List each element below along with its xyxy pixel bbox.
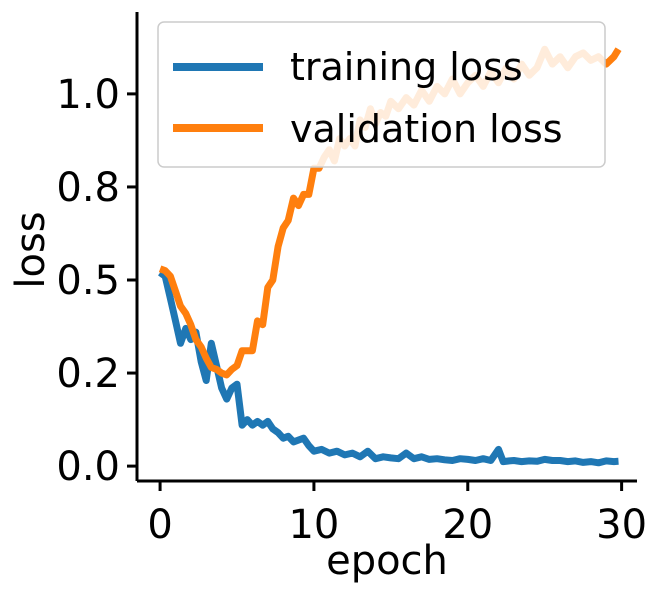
x-tick-label: 0 [147, 502, 172, 548]
y-tick-label: 0.8 [56, 165, 120, 211]
y-tick-label: 0.2 [56, 351, 120, 397]
y-tick-label: 0.5 [56, 258, 120, 304]
series-line-training [158, 269, 619, 467]
y-tick-label: 0.0 [56, 444, 120, 490]
x-axis-label: epoch [326, 538, 448, 584]
x-ticks: 0 10 20 30 [147, 481, 647, 548]
x-tick-label: 20 [442, 502, 493, 548]
legend-frame [157, 21, 606, 168]
y-tick-label: 1.0 [56, 72, 120, 118]
y-axis-label: loss [8, 211, 54, 288]
y-ticks: 0.0 0.2 0.5 0.8 1.0 [56, 72, 137, 490]
legend-label-validation: validation loss [290, 107, 563, 151]
legend: training loss validation loss [157, 21, 606, 168]
legend-label-training: training loss [290, 45, 523, 89]
x-tick-label: 10 [288, 502, 339, 548]
x-tick-label: 30 [596, 502, 647, 548]
